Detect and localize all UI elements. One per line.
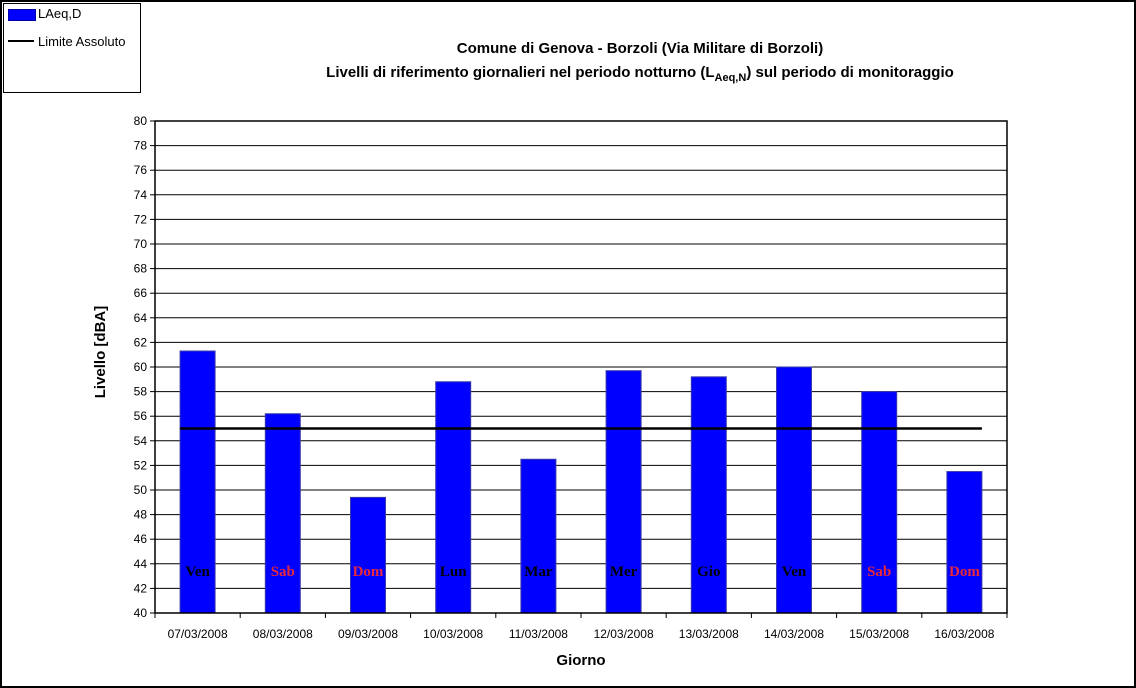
- y-tick-label: 48: [134, 508, 148, 522]
- y-tick-label: 46: [134, 532, 148, 546]
- day-label: Sab: [271, 564, 295, 580]
- y-tick-label: 74: [134, 188, 148, 202]
- chart-title: Comune di Genova - Borzoli (Via Militare…: [456, 40, 824, 57]
- day-label: Dom: [353, 564, 384, 580]
- subtitle-post: ) sul periodo di monitoraggio: [746, 64, 954, 81]
- y-axis-label: Livello [dBA]: [92, 306, 109, 399]
- y-tick-label: 62: [134, 335, 148, 349]
- x-tick-label: 09/03/2008: [338, 627, 398, 641]
- x-tick-label: 15/03/2008: [849, 627, 909, 641]
- bar: [605, 370, 642, 614]
- x-axis-label: Giorno: [556, 652, 605, 669]
- y-tick-label: 54: [134, 434, 148, 448]
- legend-label-limit: Limite Assoluto: [38, 34, 126, 49]
- day-label: Mar: [524, 564, 553, 580]
- subtitle-sub: Aeq,N: [714, 72, 747, 84]
- bar: [264, 413, 301, 614]
- y-tick-label: 60: [134, 360, 148, 374]
- y-tick-label: 42: [134, 581, 148, 595]
- x-tick-label: 07/03/2008: [168, 627, 228, 641]
- y-tick-label: 40: [134, 606, 148, 620]
- x-tick-label: 16/03/2008: [934, 627, 994, 641]
- day-label: Dom: [949, 564, 980, 580]
- y-tick-label: 72: [134, 212, 148, 226]
- y-tick-label: 78: [134, 139, 148, 153]
- y-tick-label: 80: [134, 114, 148, 128]
- y-tick-label: 64: [134, 311, 148, 325]
- day-label: Ven: [185, 564, 210, 580]
- y-tick-label: 58: [134, 385, 148, 399]
- y-tick-label: 56: [134, 409, 148, 423]
- day-label: Gio: [697, 564, 720, 580]
- y-tick-label: 68: [134, 262, 148, 276]
- legend: LAeq,D Limite Assoluto: [3, 3, 141, 93]
- subtitle-pre: Livelli di riferimento giornalieri nel p…: [326, 64, 715, 81]
- x-tick-label: 14/03/2008: [764, 627, 824, 641]
- day-label: Mer: [610, 564, 638, 580]
- y-tick-label: 50: [134, 483, 148, 497]
- bar: [350, 496, 386, 614]
- bar: [946, 471, 983, 614]
- bar: [435, 381, 472, 614]
- bar: [179, 350, 216, 614]
- y-tick-label: 66: [134, 286, 148, 300]
- y-tick-label: 76: [134, 163, 148, 177]
- y-tick-label: 44: [134, 557, 148, 571]
- x-tick-label: 12/03/2008: [594, 627, 654, 641]
- legend-swatch-line: [8, 40, 34, 42]
- legend-label-series: LAeq,D: [38, 6, 82, 21]
- x-tick-label: 13/03/2008: [679, 627, 739, 641]
- x-tick-label: 11/03/2008: [509, 627, 568, 641]
- x-tick-label: 08/03/2008: [253, 627, 313, 641]
- y-tick-label: 52: [134, 458, 148, 472]
- chart-subtitle: Livelli di riferimento giornalieri nel p…: [150, 64, 1130, 84]
- day-label: Lun: [440, 564, 467, 580]
- y-tick-label: 70: [134, 237, 148, 251]
- day-label: Ven: [782, 564, 807, 580]
- bar: [776, 366, 812, 614]
- legend-swatch-bar: [8, 9, 36, 21]
- bar: [520, 458, 557, 614]
- bar: [690, 376, 727, 614]
- day-label: Sab: [867, 564, 891, 580]
- x-tick-label: 10/03/2008: [423, 627, 483, 641]
